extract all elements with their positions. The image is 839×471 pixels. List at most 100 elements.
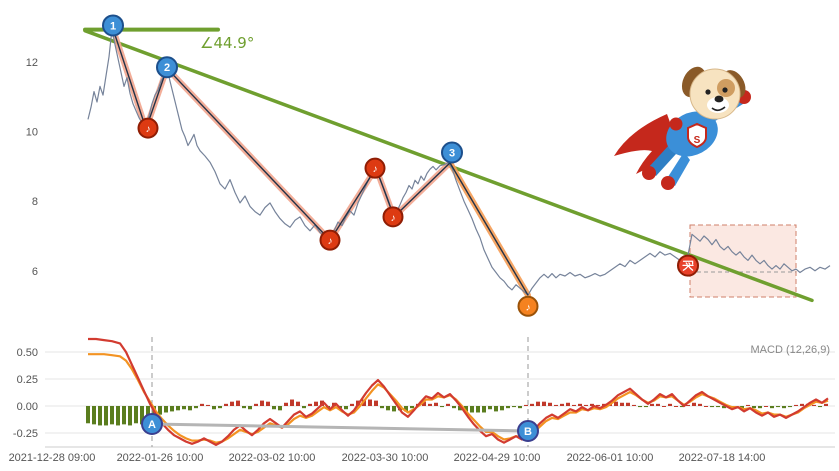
x-axis-tick: 2021-12-28 09:00: [9, 452, 96, 464]
macd-histogram-bar: [182, 406, 186, 410]
macd-histogram-bar: [536, 401, 540, 406]
macd-histogram-bar: [140, 406, 144, 425]
macd-histogram-bar: [224, 403, 228, 406]
price-axis-tick: 10: [26, 127, 38, 139]
macd-histogram-bar: [812, 404, 816, 406]
price-axis-tick: 8: [32, 196, 38, 208]
macd-histogram-bar: [506, 406, 510, 409]
macd-histogram-bar: [278, 406, 282, 411]
macd-histogram-bar: [638, 406, 642, 408]
macd-histogram-bar: [626, 402, 630, 406]
macd-histogram-bar: [218, 406, 222, 409]
macd-histogram-bar: [206, 404, 210, 406]
macd-marker-a[interactable]: [141, 413, 163, 435]
wave-point-label: 2: [164, 62, 170, 74]
macd-histogram-bar: [122, 406, 126, 425]
macd-histogram-bar: [146, 406, 150, 419]
macd-histogram-bar: [740, 406, 744, 409]
macd-histogram-bar: [164, 406, 168, 413]
macd-histogram-bar: [254, 403, 258, 406]
macd-histogram-bar: [266, 401, 270, 406]
note-marker-glyph: ♪: [526, 302, 531, 313]
macd-histogram-bar: [98, 406, 102, 426]
macd-histogram-bar: [422, 401, 426, 406]
macd-histogram-bar: [656, 403, 660, 406]
macd-histogram-bar: [590, 403, 594, 406]
macd-histogram-bar: [344, 406, 348, 410]
price-line: [87, 28, 831, 296]
macd-histogram-bar: [350, 403, 354, 406]
note-marker[interactable]: [382, 206, 404, 228]
macd-histogram-bar: [296, 401, 300, 406]
macd-histogram-bar: [794, 404, 798, 406]
note-marker[interactable]: [319, 229, 341, 251]
macd-histogram-bar: [692, 402, 696, 406]
angle-annotation: ∠44.9°: [200, 34, 254, 52]
superdog-mascot-image: S: [614, 66, 751, 190]
wave-point-1[interactable]: [102, 14, 124, 37]
mascot-eye: [705, 89, 711, 95]
x-axis-tick: 2022-03-02 10:00: [229, 452, 316, 464]
macd-marker-label: A: [148, 419, 156, 431]
macd-histogram-bar: [758, 406, 762, 409]
macd-marker-b[interactable]: [517, 420, 539, 442]
x-axis-tick: 2022-06-01 10:00: [567, 452, 654, 464]
macd-histogram-bar: [170, 406, 174, 412]
macd-histogram-bar: [776, 406, 780, 408]
note-marker-orange[interactable]: [517, 295, 539, 317]
macd-histogram-bar: [752, 406, 756, 409]
macd-histogram-bar: [380, 406, 384, 409]
wave-point-2[interactable]: [156, 56, 178, 79]
mascot-shield-badge: [687, 122, 707, 149]
macd-histogram-bar: [314, 401, 318, 406]
macd-histogram-bar: [596, 404, 600, 406]
macd-histogram-bar: [470, 406, 474, 413]
macd-histogram-bar: [476, 406, 480, 413]
macd-histogram-bar: [524, 404, 528, 406]
macd-histogram-bar: [764, 406, 768, 407]
macd-histogram-bar: [200, 403, 204, 406]
macd-histogram-bar: [572, 404, 576, 406]
macd-histogram-bar: [680, 406, 684, 408]
macd-histogram-bar: [674, 406, 678, 407]
macd-histogram-bar: [158, 406, 162, 415]
note-marker[interactable]: [137, 117, 159, 139]
mascot-eye: [722, 87, 728, 93]
macd-histogram-bar: [464, 406, 468, 412]
note-marker-glyph: ♪: [146, 124, 151, 135]
macd-histogram-bar: [710, 406, 714, 408]
macd-histogram-bar: [284, 402, 288, 406]
macd-histogram-bar: [104, 406, 108, 426]
price-axis-tick: 12: [26, 57, 38, 69]
macd-histogram-bar: [614, 401, 618, 406]
macd-histogram-bar: [746, 404, 750, 406]
macd-histogram-bar: [134, 406, 138, 424]
macd-histogram-bar: [716, 406, 720, 408]
macd-histogram-bar: [704, 406, 708, 407]
macd-axis-tick: 0.25: [17, 374, 38, 386]
macd-histogram-bar: [458, 406, 462, 411]
macd-histogram-bar: [770, 406, 774, 409]
macd-histogram-bar: [362, 399, 366, 406]
macd-histogram-bar: [188, 406, 192, 411]
wave-point-3[interactable]: [441, 141, 463, 164]
macd-histogram-bar: [374, 400, 378, 406]
macd-histogram-bar: [386, 406, 390, 411]
macd-histogram-bar: [698, 403, 702, 406]
macd-histogram-bar: [440, 406, 444, 408]
mascot-nose: [714, 95, 724, 103]
macd-histogram-bar: [302, 406, 306, 409]
macd-histogram-bar: [824, 403, 828, 406]
note-marker[interactable]: [364, 157, 386, 179]
macd-histogram-bar: [236, 400, 240, 406]
macd-histogram-bar: [176, 406, 180, 411]
macd-histogram-bar: [686, 404, 690, 406]
macd-histogram-bar: [248, 406, 252, 410]
macd-histogram-bar: [308, 403, 312, 406]
macd-histogram-bar: [116, 406, 120, 426]
macd-histogram-bar: [392, 406, 396, 412]
macd-histogram-bar: [494, 406, 498, 412]
note-marker-glyph: ♪: [328, 236, 333, 247]
